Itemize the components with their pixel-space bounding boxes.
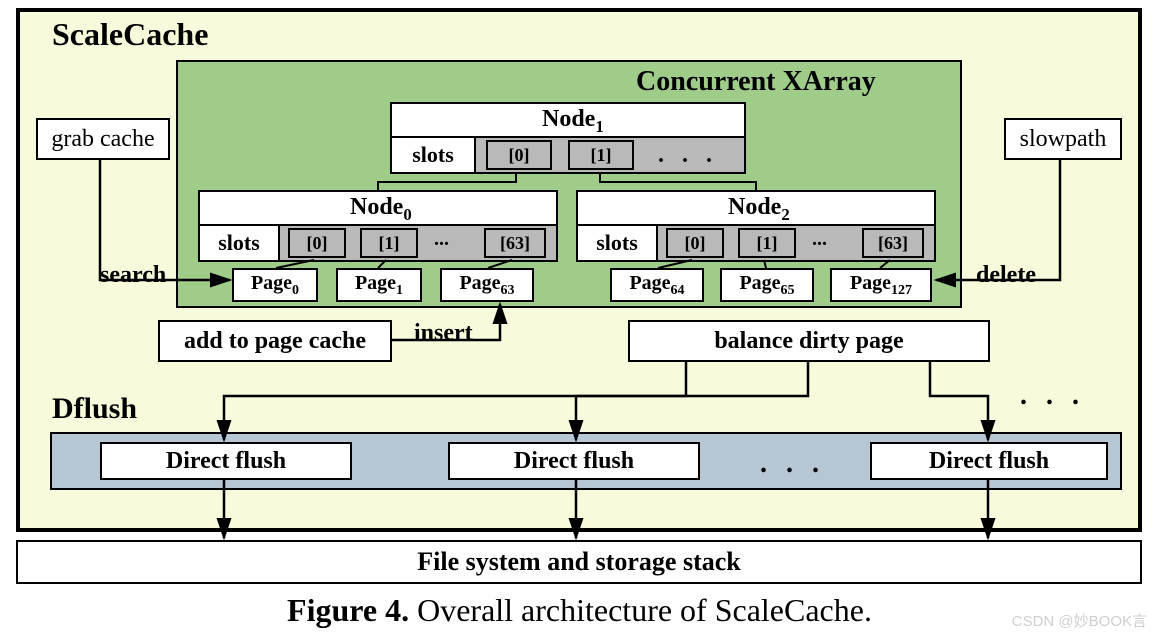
- direct-flush-2-label: Direct flush: [514, 448, 634, 475]
- file-system-box: File system and storage stack: [16, 540, 1142, 584]
- node1-slot1-label: [1]: [591, 145, 612, 166]
- node2-slot-1: [1]: [738, 228, 796, 258]
- direct-flush-2: Direct flush: [448, 442, 700, 480]
- slots-label-0: slots: [218, 230, 260, 256]
- slots-label-1: slots: [412, 142, 454, 168]
- node1-slot-0: [0]: [486, 140, 552, 170]
- add-to-page-cache-label: add to page cache: [184, 328, 366, 355]
- dflush-dots: . . .: [760, 448, 825, 480]
- grab-cache-label: grab cache: [51, 126, 154, 153]
- diagram-canvas: ScaleCache Concurrent XArray grab cache …: [0, 0, 1159, 636]
- figure-caption: Figure 4. Overall architecture of ScaleC…: [0, 592, 1159, 629]
- node1-dots: . . .: [658, 142, 718, 169]
- node1-slots-label-box: slots: [390, 136, 476, 174]
- balance-dirty-page-label: balance dirty page: [714, 328, 903, 355]
- node0-slot63-label: [63]: [500, 233, 530, 254]
- node0-slot1-label: [1]: [379, 233, 400, 254]
- balance-dirty-page-box: balance dirty page: [628, 320, 990, 362]
- node0-name: Node0: [350, 194, 412, 225]
- page64-box: Page64: [610, 268, 704, 302]
- page1-label: Page: [355, 272, 396, 294]
- node2-dots: ...: [812, 228, 827, 251]
- search-label: search: [100, 262, 166, 289]
- node2-name: Node2: [728, 194, 790, 225]
- direct-flush-1: Direct flush: [100, 442, 352, 480]
- caption-rest: Overall architecture of ScaleCache.: [409, 592, 872, 628]
- xarray-title: Concurrent XArray: [636, 66, 876, 98]
- page127-label: Page: [850, 272, 891, 294]
- page0-box: Page0: [232, 268, 318, 302]
- slowpath-box: slowpath: [1004, 118, 1122, 160]
- page63-box: Page63: [440, 268, 534, 302]
- add-to-page-cache-box: add to page cache: [158, 320, 392, 362]
- direct-flush-1-label: Direct flush: [166, 448, 286, 475]
- slots-label-2: slots: [596, 230, 638, 256]
- page65-label: Page: [739, 272, 780, 294]
- node1-slot0-label: [0]: [509, 145, 530, 166]
- page63-label: Page: [459, 272, 500, 294]
- page1-box: Page1: [336, 268, 422, 302]
- node0-slot-0: [0]: [288, 228, 346, 258]
- node2-slot1-label: [1]: [757, 233, 778, 254]
- watermark: CSDN @妙BOOK言: [1012, 610, 1147, 631]
- node1-name: Node1: [542, 106, 604, 137]
- page64-label: Page: [629, 272, 670, 294]
- page0-label: Page: [251, 272, 292, 294]
- balance-dots: . . .: [1020, 380, 1085, 412]
- page127-box: Page127: [830, 268, 932, 302]
- node0-slot-63: [63]: [484, 228, 546, 258]
- node2-slot-63: [63]: [862, 228, 924, 258]
- node0-box: Node0 slots [0] [1] ... [63]: [198, 190, 558, 262]
- page65-box: Page65: [720, 268, 814, 302]
- grab-cache-box: grab cache: [36, 118, 170, 160]
- node2-slot63-label: [63]: [878, 233, 908, 254]
- scalecache-title: ScaleCache: [52, 16, 208, 53]
- caption-bold: Figure 4.: [287, 592, 409, 628]
- node1-box: Node1 slots [0] [1] . . .: [390, 102, 746, 174]
- node0-slot-1: [1]: [360, 228, 418, 258]
- direct-flush-3-label: Direct flush: [929, 448, 1049, 475]
- node2-slot-0: [0]: [666, 228, 724, 258]
- node2-slot0-label: [0]: [685, 233, 706, 254]
- node0-slot0-label: [0]: [307, 233, 328, 254]
- slowpath-label: slowpath: [1020, 126, 1107, 153]
- node0-slots-label-box: slots: [198, 224, 280, 262]
- delete-label: delete: [976, 262, 1036, 289]
- dflush-title: Dflush: [52, 392, 137, 426]
- node1-slot-1: [1]: [568, 140, 634, 170]
- node0-dots: ...: [434, 228, 449, 251]
- direct-flush-3: Direct flush: [870, 442, 1108, 480]
- node2-box: Node2 slots [0] [1] ... [63]: [576, 190, 936, 262]
- node2-slots-label-box: slots: [576, 224, 658, 262]
- insert-label: insert: [414, 320, 473, 347]
- file-system-label: File system and storage stack: [417, 547, 741, 577]
